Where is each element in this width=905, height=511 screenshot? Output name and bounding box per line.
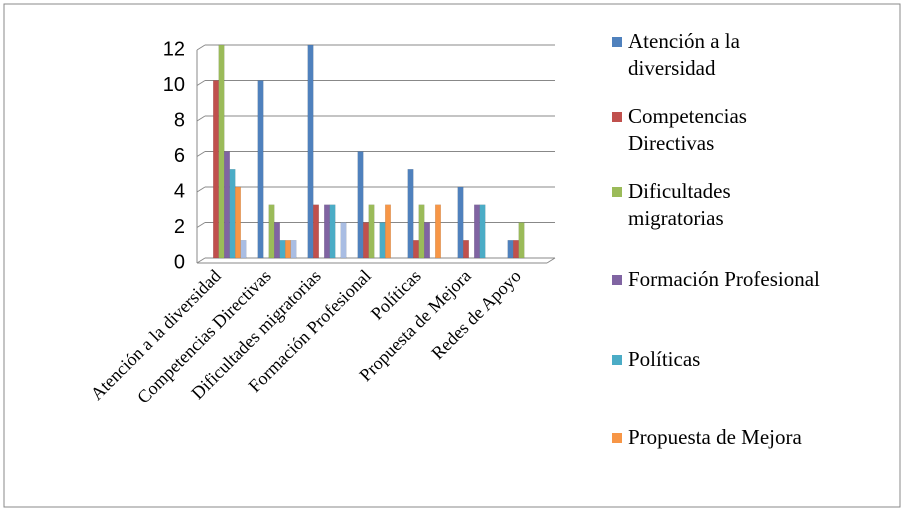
bar	[324, 204, 330, 259]
legend-item: Dificultades migratorias	[612, 178, 782, 232]
grid-line-depth	[196, 44, 206, 51]
bar	[463, 240, 469, 259]
legend-item: Atención a la diversidad	[612, 28, 782, 82]
bar	[357, 151, 364, 259]
chart-border	[3, 3, 901, 508]
bar	[518, 222, 525, 259]
bar	[307, 44, 314, 259]
legend-item: Políticas	[612, 346, 700, 373]
bar	[418, 204, 425, 259]
legend-item: Formación Profesional	[612, 266, 820, 293]
y-tick-label: 10	[163, 74, 185, 96]
y-tick-label: 8	[174, 109, 185, 131]
bar	[213, 80, 219, 259]
bar	[229, 169, 236, 259]
legend-label: Dificultades migratorias	[628, 179, 731, 230]
bar	[224, 151, 230, 259]
legend-swatch	[612, 275, 622, 285]
grid-line-depth	[196, 151, 206, 157]
legend-label: Atención a la diversidad	[628, 29, 740, 80]
legend-label: Formación Profesional	[628, 267, 820, 291]
y-tick-label: 4	[174, 180, 185, 202]
grid-line-depth	[196, 257, 206, 264]
bar	[507, 240, 514, 259]
legend-label: Competencias Directivas	[628, 104, 747, 155]
bar	[235, 186, 241, 259]
legend-item: Competencias Directivas	[612, 103, 782, 157]
legend-label: Políticas	[628, 347, 701, 371]
bar	[424, 222, 430, 259]
bar	[268, 204, 275, 259]
grid-line-depth	[196, 222, 206, 228]
bar	[379, 222, 386, 259]
bar	[340, 222, 347, 259]
legend-swatch	[612, 355, 622, 365]
bar	[385, 204, 391, 259]
grid-line-depth	[196, 115, 206, 122]
y-tick-label: 12	[163, 38, 185, 60]
bar	[285, 240, 291, 259]
bar	[218, 44, 225, 259]
legend-swatch	[612, 37, 622, 47]
bar	[368, 204, 375, 259]
legend-swatch	[612, 112, 622, 122]
bar	[257, 80, 264, 259]
grid-line-depth	[196, 186, 206, 193]
grid-line-depth	[196, 80, 206, 86]
bar	[413, 240, 419, 259]
bar	[435, 204, 441, 259]
bar	[513, 240, 519, 259]
y-tick-label: 2	[174, 216, 185, 238]
legend-swatch	[612, 187, 622, 197]
bar	[279, 240, 286, 259]
y-tick-label: 0	[174, 251, 185, 273]
bar	[407, 169, 414, 259]
legend-item: Propuesta de Mejora	[612, 424, 802, 451]
bar	[363, 222, 369, 259]
y-tick-label: 6	[174, 145, 185, 167]
bar	[274, 222, 280, 259]
bar	[290, 240, 297, 259]
bar	[329, 204, 336, 259]
legend-swatch	[612, 433, 622, 443]
bar	[479, 204, 486, 259]
bar	[240, 240, 247, 259]
floor-side	[546, 257, 556, 264]
bar	[457, 186, 464, 259]
legend-label: Propuesta de Mejora	[628, 425, 802, 449]
bar	[474, 204, 480, 259]
bar	[313, 204, 319, 259]
